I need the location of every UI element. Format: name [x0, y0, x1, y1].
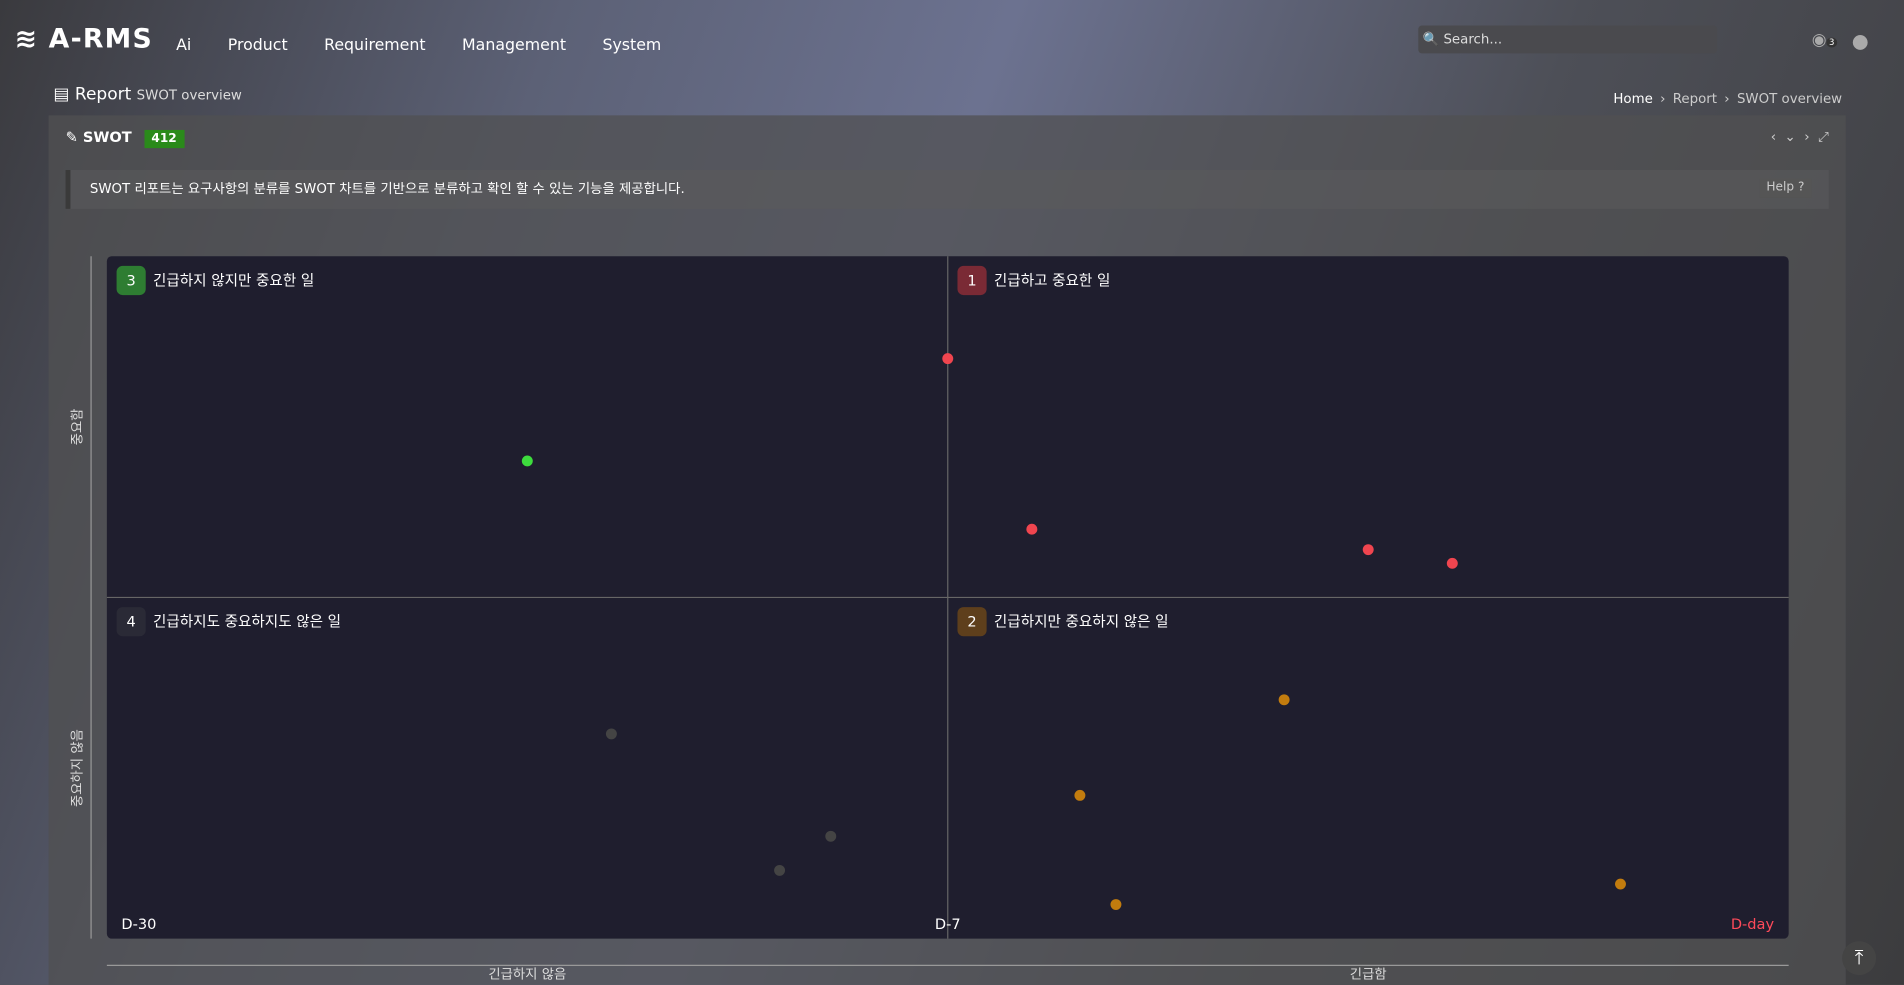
nav-item[interactable]: Ai	[176, 36, 192, 55]
point	[605, 728, 617, 740]
panel-title: SWOT	[82, 128, 132, 146]
quadrant-badge-text: 3	[127, 272, 136, 289]
y-axis-label: 중요함	[69, 408, 85, 445]
breadcrumb-sep: ›	[1660, 91, 1666, 107]
search-box[interactable]: 🔍 Search...	[1418, 25, 1718, 54]
logo[interactable]: ≋ A-RMS	[14, 24, 153, 55]
user-icon[interactable]: ●	[1851, 29, 1869, 53]
quadrant-badge	[957, 265, 987, 296]
notification-icon[interactable]: ◉ 3	[1812, 30, 1837, 50]
point	[1074, 789, 1086, 801]
point	[1362, 544, 1374, 556]
y-axis-label: 중요하지 않음	[69, 729, 85, 807]
description: SWOT 리포트는 요구사항의 분류를 SWOT 차트를 기반으로 분류하고 확…	[65, 170, 1829, 209]
point	[774, 864, 786, 876]
point	[1615, 878, 1626, 890]
quadrant-badge-text: 1	[967, 272, 976, 289]
point	[942, 353, 954, 365]
quadrant-label: 긴급하지만 중요하지 않은 일	[994, 614, 1169, 631]
x-axis-label: 긴급하지 않음	[488, 967, 566, 983]
quadrant-badge-text: 4	[127, 614, 136, 631]
nav-item[interactable]: System	[602, 36, 662, 55]
point	[825, 830, 837, 842]
quadrant-badge	[957, 607, 987, 637]
search-placeholder: Search...	[1443, 31, 1503, 48]
scroll-top[interactable]: ⤒	[1842, 941, 1877, 976]
x-axis-label: 긴급함	[1350, 967, 1387, 983]
notification-count: 3	[1826, 37, 1837, 48]
point	[521, 455, 533, 467]
quadrant-label: 긴급하지도 중요하지도 않은 일	[153, 614, 341, 631]
point	[1110, 899, 1122, 910]
breadcrumb-item[interactable]: Home	[1613, 91, 1653, 107]
panel-title-row: ✎ SWOT 412	[66, 128, 185, 149]
breadcrumb-sep: ›	[1724, 91, 1730, 107]
breadcrumb: Home › Report › SWOT overview	[1613, 91, 1842, 107]
help-button[interactable]: Help ?	[1759, 178, 1812, 198]
nav-item[interactable]: Management	[462, 36, 567, 55]
quadrant-label: 긴급하지 않지만 중요한 일	[153, 272, 314, 289]
x-tick-label: D-30	[121, 916, 156, 933]
quadrant-label: 긴급하고 중요한 일	[994, 272, 1110, 289]
x-tick-label: D-day	[1731, 916, 1775, 933]
page-title: Report	[74, 85, 132, 105]
nav: Ai Product Requirement Management System	[176, 32, 698, 55]
point	[1278, 694, 1290, 706]
x-tick-label: D-7	[935, 916, 961, 933]
breadcrumb-item[interactable]: SWOT overview	[1736, 91, 1843, 107]
quadrant-badge	[116, 265, 146, 296]
help-text: Help	[1766, 180, 1795, 195]
nav-item[interactable]: Requirement	[324, 36, 426, 55]
logo-text: A-RMS	[48, 24, 153, 55]
page-title-row: ▤ Report SWOT overview	[53, 85, 242, 105]
point	[1026, 523, 1038, 535]
breadcrumb-item[interactable]: Report	[1672, 91, 1718, 107]
quadrant-badge	[116, 607, 146, 637]
point	[1446, 557, 1458, 569]
quadrant-badge-text: 2	[967, 614, 976, 631]
panel-controls[interactable]: ‹ ⌄ › ⤢	[1770, 128, 1829, 145]
panel-badge: 412	[144, 129, 185, 149]
nav-item[interactable]: Product	[227, 36, 288, 55]
page-subtitle: SWOT overview	[136, 87, 242, 104]
description-text: SWOT 리포트는 요구사항의 분류를 SWOT 차트를 기반으로 분류하고 확…	[89, 180, 685, 197]
